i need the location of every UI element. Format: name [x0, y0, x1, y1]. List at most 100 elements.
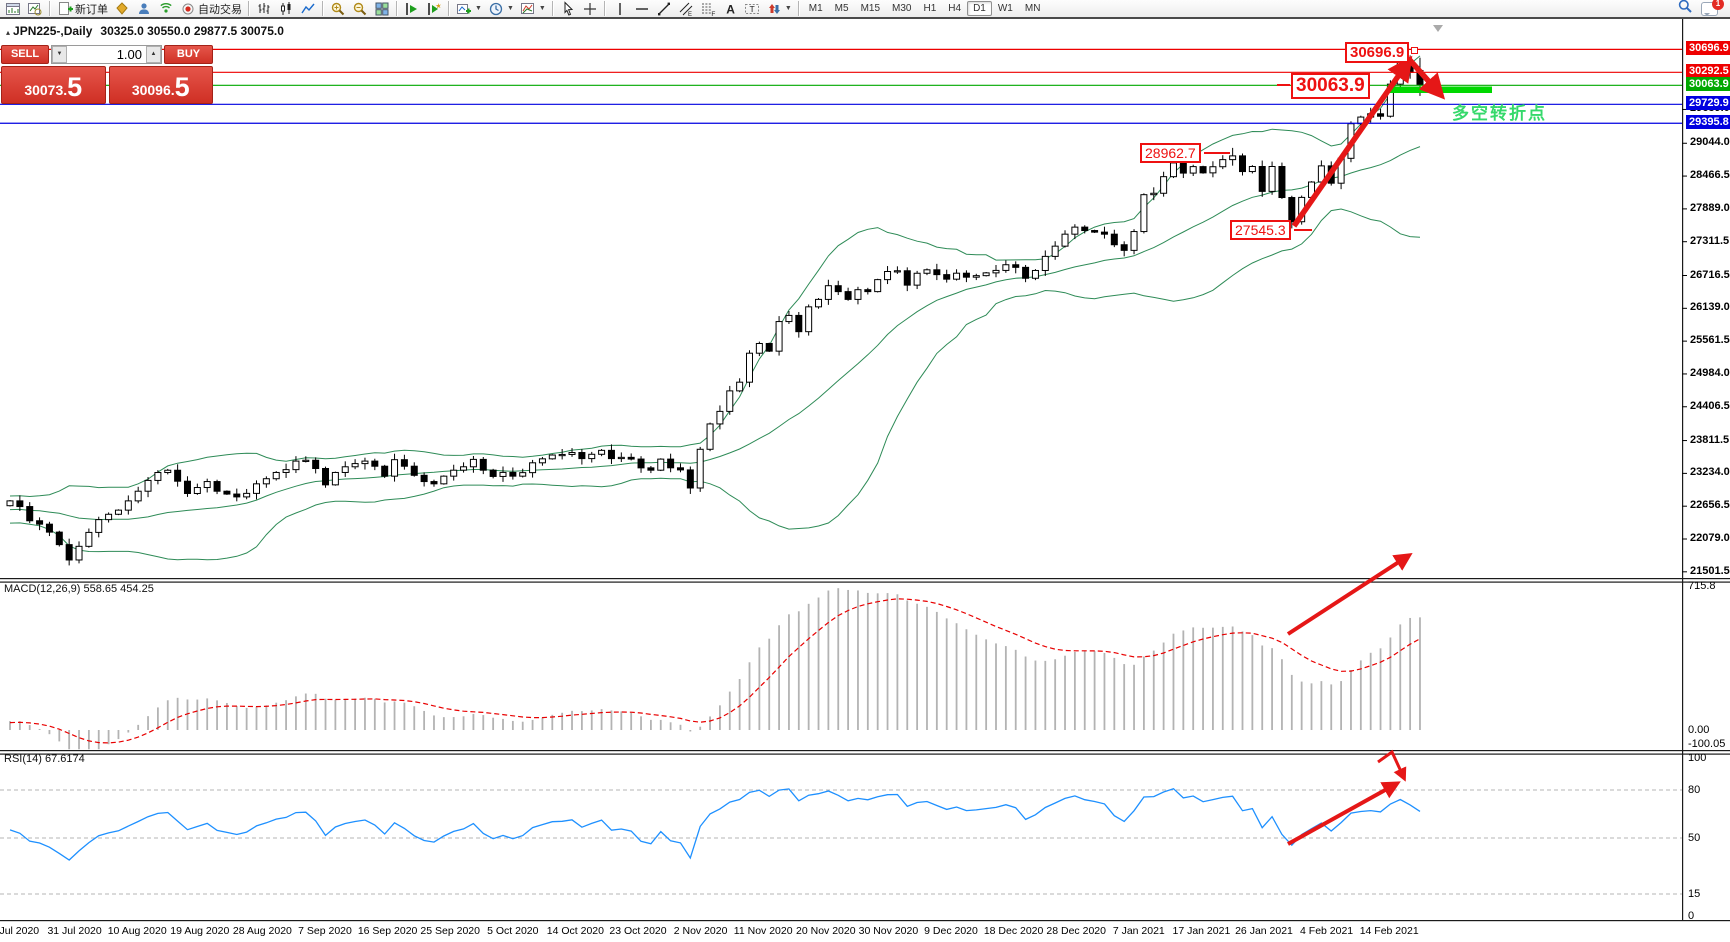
pane-separator[interactable] [0, 750, 1730, 752]
date-label: 9 Dec 2020 [924, 925, 978, 937]
chart-canvas[interactable] [0, 19, 1730, 922]
new-chart-icon[interactable] [2, 0, 24, 18]
price-axis-level-label: 30292.5 [1686, 64, 1730, 79]
svg-text:E: E [688, 12, 692, 17]
sell-button[interactable]: SELL [1, 45, 49, 64]
buy-price-button[interactable]: 30096. 5 [108, 66, 213, 104]
date-label: 5 Oct 2020 [487, 925, 539, 937]
price-axis-tick: 24984.0 [1690, 366, 1730, 379]
pane-separator[interactable] [0, 578, 1730, 580]
timeframe-m1[interactable]: M1 [808, 3, 823, 14]
candlestick-chart-icon[interactable] [275, 0, 297, 18]
add-indicator-icon[interactable]: ▼ [453, 0, 485, 18]
timeframe-h4[interactable]: H4 [948, 3, 962, 14]
chat-icon[interactable]: 1 [1701, 0, 1724, 16]
toolbar-separator [448, 1, 450, 16]
text-label-icon[interactable]: T [741, 0, 763, 18]
expand-arrow-icon: ▴ [6, 28, 11, 37]
timeframe-mn[interactable]: MN [1024, 3, 1041, 14]
timeframe-m30[interactable]: M30 [892, 3, 912, 14]
axis-border [1682, 19, 1684, 920]
date-label: 2 Nov 2020 [673, 925, 728, 937]
timeframe-m5[interactable]: M5 [834, 3, 849, 14]
horizontal-line-icon[interactable] [631, 0, 653, 18]
signals-icon[interactable] [155, 0, 177, 18]
annotation-tail [1294, 229, 1312, 231]
price-axis-level-label: 29729.9 [1686, 96, 1730, 111]
annotation-swing-price-label[interactable]: 28962.7 [1140, 143, 1201, 163]
macd-axis-label: -100.05 [1688, 738, 1726, 750]
autotrading-button[interactable]: 自动交易 [177, 0, 245, 18]
macd-up-arrow[interactable] [1286, 552, 1413, 636]
annotation-low-price-label[interactable]: 27545.3 [1230, 220, 1291, 240]
toolbar-separator [248, 1, 250, 16]
tile-windows-icon[interactable] [371, 0, 393, 18]
line-chart-icon[interactable] [297, 0, 319, 18]
vertical-line-icon[interactable] [609, 0, 631, 18]
annotation-tail [1204, 152, 1230, 154]
search-icon[interactable] [1677, 0, 1693, 19]
turning-point-text[interactable]: 多空转折点 [1452, 104, 1547, 123]
objects-window-icon[interactable] [423, 0, 445, 18]
zoom-out-icon[interactable] [349, 0, 371, 18]
date-label: 10 Aug 2020 [107, 925, 167, 937]
trendline-icon[interactable] [653, 0, 675, 18]
toolbar: 新订单 自动交易 ▼ ▼ ▼ E F A T ▼ M1 M5 M15 M30 H1 H4 D1 W1 MN 1 [0, 0, 1730, 19]
price-axis-tick: 23811.5 [1690, 433, 1730, 446]
price-axis-tick: 27311.5 [1690, 234, 1730, 247]
volume-input[interactable] [67, 46, 146, 63]
timeframe-m15[interactable]: M15 [860, 3, 881, 14]
date-label: 31 Jul 2020 [47, 925, 102, 937]
macd-axis-label: 715.8 [1688, 580, 1716, 592]
rsi-zigzag-arrow[interactable] [1377, 749, 1407, 782]
zoom-in-icon[interactable] [327, 0, 349, 18]
date-label: 30 Nov 2020 [858, 925, 919, 937]
favorites-icon[interactable] [111, 0, 133, 18]
one-click-trading-panel: SELL ▼ ▲ BUY 30073.5 30096.5 [1, 45, 213, 104]
rsi-up-arrow[interactable] [1287, 781, 1401, 846]
volume-decrease-button[interactable]: ▼ [52, 46, 67, 63]
buy-button[interactable]: BUY [164, 45, 213, 64]
text-icon[interactable]: A [719, 0, 741, 18]
notification-badge: 1 [1712, 0, 1724, 10]
price-axis-tick: 29044.0 [1690, 136, 1730, 149]
timeframe-w1[interactable]: W1 [997, 3, 1013, 14]
toolbar-separator [603, 1, 606, 16]
timeframe-d1[interactable]: D1 [967, 1, 992, 16]
equidistant-channel-icon[interactable]: E [675, 0, 697, 18]
date-label: 14 Feb 2021 [1359, 925, 1419, 937]
crosshair-icon[interactable] [579, 0, 601, 18]
price-axis-level-label: 30063.9 [1686, 77, 1730, 92]
reversal-down-arrow[interactable] [1405, 56, 1446, 100]
arrows-icon[interactable]: ▼ [763, 0, 795, 18]
annotation-support-price-label[interactable]: 30063.9 [1291, 73, 1370, 99]
date-label: 14 Oct 2020 [546, 925, 604, 937]
annotation-high-price-label[interactable]: 30696.9 [1345, 42, 1410, 63]
timeframe-h1[interactable]: H1 [923, 3, 937, 14]
templates-icon[interactable]: ▼ [517, 0, 549, 18]
volume-increase-button[interactable]: ▲ [146, 46, 161, 63]
trend-up-arrow[interactable] [1291, 55, 1413, 228]
date-label: 7 Jan 2021 [1112, 925, 1165, 937]
pane-separator[interactable] [0, 581, 1730, 583]
chart-shift-marker[interactable] [1433, 25, 1443, 32]
macd-indicator-label: MACD(12,26,9) 558.65 454.25 [4, 583, 154, 595]
cursor-icon[interactable] [557, 0, 579, 18]
date-label: 28 Aug 2020 [232, 925, 292, 937]
date-label: 20 Nov 2020 [796, 925, 856, 937]
price-axis-tick: 22656.5 [1690, 499, 1730, 512]
chart-profile-icon[interactable] [24, 0, 46, 18]
community-icon[interactable] [133, 0, 155, 18]
indicator-window-icon[interactable] [401, 0, 423, 18]
fibonacci-icon[interactable]: F [697, 0, 719, 18]
date-label: 17 Jan 2021 [1172, 925, 1231, 937]
bar-chart-icon[interactable] [253, 0, 275, 18]
sell-price-button[interactable]: 30073. 5 [1, 66, 106, 104]
macd-histogram [9, 588, 1421, 750]
pane-separator[interactable] [0, 753, 1730, 755]
toolbar-separator [396, 1, 398, 16]
pane-separator[interactable] [0, 920, 1730, 922]
new-order-button[interactable]: 新订单 [54, 0, 111, 18]
periods-icon[interactable]: ▼ [485, 0, 517, 18]
date-label: 26 Jan 2021 [1235, 925, 1293, 937]
